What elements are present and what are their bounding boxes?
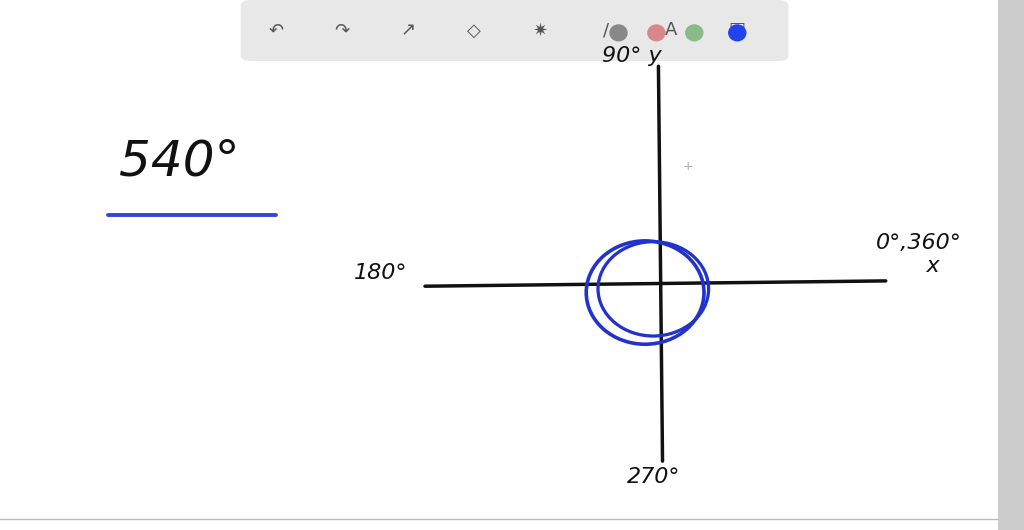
Text: /: / <box>602 22 608 39</box>
Ellipse shape <box>728 24 746 41</box>
Bar <box>998 0 1024 530</box>
Text: ↶: ↶ <box>269 22 284 39</box>
Text: +: + <box>683 161 693 173</box>
Text: 90° y: 90° y <box>602 46 662 66</box>
Ellipse shape <box>685 24 703 41</box>
Text: ↷: ↷ <box>335 22 350 39</box>
Text: A: A <box>666 22 678 39</box>
Text: 0°,360°
    x: 0°,360° x <box>876 233 962 276</box>
Text: 180°: 180° <box>354 263 408 283</box>
Ellipse shape <box>647 24 666 41</box>
Ellipse shape <box>609 24 628 41</box>
Text: ▣: ▣ <box>729 22 745 39</box>
Text: ✷: ✷ <box>532 22 548 39</box>
Text: ◇: ◇ <box>467 22 481 39</box>
FancyBboxPatch shape <box>241 0 788 61</box>
Text: 540°: 540° <box>119 138 240 186</box>
Text: ↗: ↗ <box>400 22 416 39</box>
Text: 270°: 270° <box>627 467 680 487</box>
